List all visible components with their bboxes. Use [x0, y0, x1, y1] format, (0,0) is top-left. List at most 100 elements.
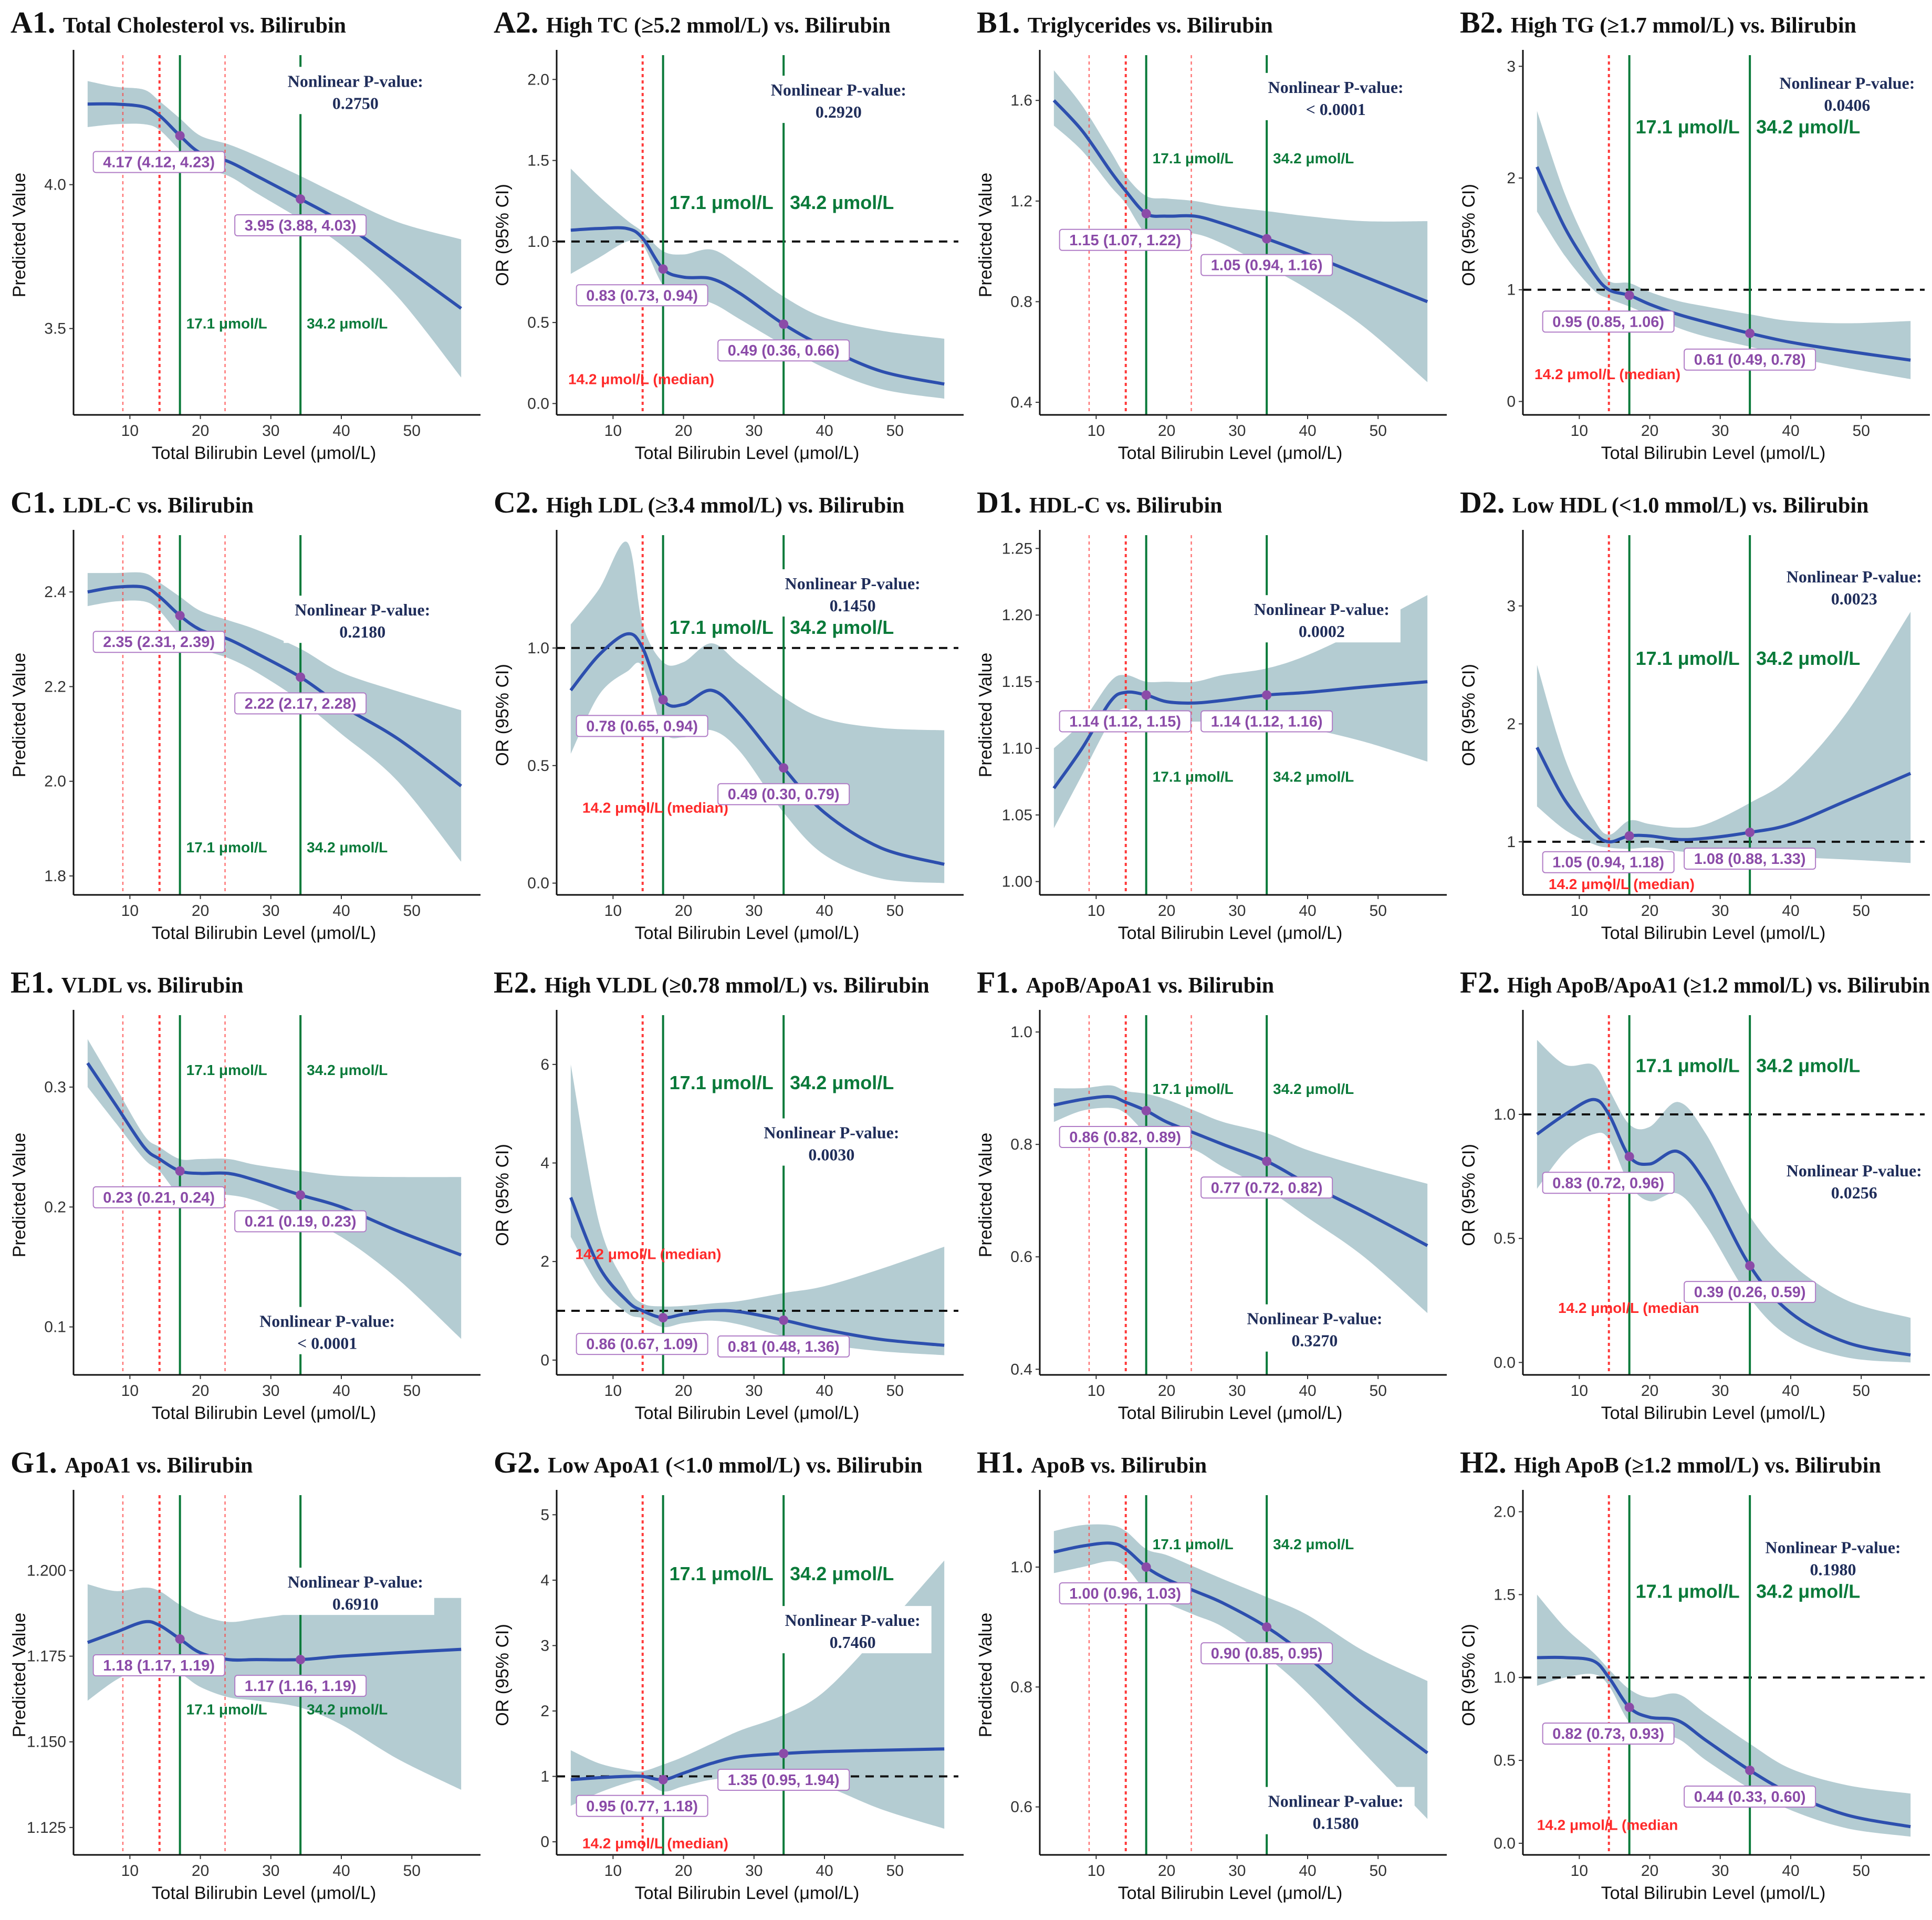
- estimate-label-box: [1059, 710, 1192, 733]
- panel-letter-dot: .: [1012, 5, 1028, 39]
- median-label: 14.2 μmol/L (median): [575, 1246, 721, 1262]
- estimate-label: 0.44 (0.33, 0.60): [1694, 1789, 1806, 1806]
- ci-ribbon: [570, 541, 945, 883]
- panel-title: B2. High TG (≥1.7 mmol/L) vs. Bilirubin: [1460, 5, 1856, 39]
- panel-title: A2. High TC (≥5.2 mmol/L) vs. Bilirubin: [494, 5, 891, 39]
- threshold-label: 17.1 μmol/L: [670, 617, 774, 638]
- x-tick-label: 50: [1853, 1382, 1870, 1400]
- y-tick-label: 0.5: [1494, 1230, 1516, 1247]
- pvalue-background: [284, 596, 442, 643]
- y-tick-label: 5: [540, 1506, 549, 1524]
- estimate-point: [1624, 1152, 1634, 1162]
- estimate-point: [658, 1313, 668, 1323]
- y-tick-label: 3.5: [44, 320, 66, 338]
- x-tick-label: 50: [403, 422, 421, 440]
- panel-F1: F1. ApoB/ApoA1 vs. Bilirubin 10 20 30 40 50 0.…: [976, 965, 1447, 1423]
- y-tick-label: 0.0: [527, 875, 549, 892]
- x-tick-label: 10: [1088, 902, 1105, 920]
- y-tick-label: 1.0: [527, 233, 549, 251]
- estimate-point: [175, 1634, 185, 1644]
- panel-letter-dot: .: [1492, 965, 1507, 999]
- x-tick-label: 30: [1711, 902, 1729, 920]
- panel-title: D1. HDL-C vs. Bilirubin: [977, 485, 1222, 519]
- estimate-point: [1745, 1261, 1755, 1271]
- fitted-curve: [87, 585, 462, 788]
- x-tick-label: 50: [886, 902, 904, 920]
- estimate-label-box: [1542, 310, 1675, 333]
- threshold-label: 17.1 μmol/L: [1153, 1536, 1234, 1552]
- x-tick-label: 40: [332, 1862, 350, 1880]
- x-tick-label: 20: [192, 902, 209, 920]
- panel-title-text: Low HDL (<1.0 mmol/L) vs. Bilirubin: [1512, 494, 1869, 518]
- y-axis-label: OR (95% CI): [493, 1144, 513, 1246]
- x-tick-label: 50: [1370, 422, 1387, 440]
- x-axis-label: Total Bilirubin Level (μmol/L): [1601, 1883, 1826, 1903]
- pvalue-background: [1775, 1156, 1932, 1204]
- estimate-label-box: [576, 1333, 708, 1355]
- panel-G2: G2. Low ApoA1 (<1.0 mmol/L) vs. Bilirubi…: [493, 1445, 964, 1903]
- x-tick-label: 50: [403, 1862, 421, 1880]
- x-tick-label: 40: [1299, 1862, 1316, 1880]
- y-tick-label: 2.2: [44, 678, 66, 695]
- x-axis-label: Total Bilirubin Level (μmol/L): [1118, 443, 1343, 463]
- y-axis-label: Predicted Value: [9, 1613, 29, 1738]
- y-tick-label: 1.0: [1494, 1669, 1516, 1686]
- panel-letter-dot: .: [49, 1445, 65, 1479]
- ci-ribbon: [87, 572, 462, 862]
- x-tick-label: 30: [262, 422, 279, 440]
- x-tick-label: 20: [1641, 1382, 1658, 1400]
- estimate-point: [175, 1166, 185, 1176]
- pvalue-label: Nonlinear P-value:: [785, 574, 921, 593]
- x-tick-label: 40: [816, 1862, 833, 1880]
- y-axis-label: Predicted Value: [976, 173, 996, 298]
- pvalue-background: [1242, 595, 1401, 643]
- estimate-point: [175, 611, 185, 621]
- threshold-label: 17.1 μmol/L: [1636, 1581, 1740, 1602]
- x-tick-label: 50: [886, 422, 904, 440]
- pvalue-label: Nonlinear P-value:: [1268, 1792, 1404, 1811]
- estimate-label: 2.35 (2.31, 2.39): [103, 634, 215, 651]
- x-tick-label: 10: [1088, 1862, 1105, 1880]
- threshold-label: 34.2 μmol/L: [1756, 1055, 1860, 1077]
- x-tick-label: 30: [745, 1862, 763, 1880]
- panel-letter: G2: [494, 1445, 532, 1479]
- x-tick-label: 40: [1299, 902, 1316, 920]
- x-tick-label: 20: [192, 422, 209, 440]
- panel-title-text: ApoB vs. Bilirubin: [1031, 1454, 1207, 1478]
- x-tick-label: 40: [1299, 1382, 1316, 1400]
- pvalue-label: Nonlinear P-value:: [1254, 600, 1390, 619]
- estimate-label: 0.81 (0.48, 1.36): [728, 1339, 840, 1355]
- y-tick-label: 0.3: [44, 1079, 66, 1096]
- estimate-label-box: [1684, 1786, 1816, 1808]
- y-axis-label: OR (95% CI): [1459, 664, 1479, 766]
- pvalue-value: 0.3270: [1291, 1331, 1338, 1350]
- threshold-label: 34.2 μmol/L: [790, 1563, 894, 1584]
- fitted-curve: [1052, 99, 1428, 304]
- x-tick-label: 30: [262, 1382, 279, 1400]
- estimate-point: [1262, 234, 1272, 244]
- x-tick-label: 20: [675, 422, 692, 440]
- panel-letter-dot: .: [1014, 485, 1029, 519]
- panel-A1: A1. Total Cholesterol vs. Bilirubin 10 20 3…: [9, 5, 481, 463]
- x-tick-label: 40: [1782, 1862, 1799, 1880]
- panel-title-text: Triglycerides vs. Bilirubin: [1028, 14, 1273, 38]
- pvalue-value: 0.0406: [1824, 96, 1870, 114]
- pvalue-background: [759, 76, 917, 123]
- ci-ribbon: [87, 81, 462, 378]
- estimate-label: 1.18 (1.17, 1.19): [103, 1657, 215, 1674]
- estimate-label-box: [576, 284, 708, 307]
- y-tick-label: 0.6: [1010, 1799, 1032, 1816]
- y-tick-label: 0.5: [527, 757, 549, 775]
- estimate-label-box: [1200, 1176, 1333, 1199]
- pvalue-background: [774, 1606, 932, 1654]
- y-axis-label: Predicted Value: [9, 653, 29, 778]
- ci-ribbon: [570, 168, 945, 399]
- pvalue-label: Nonlinear P-value:: [1787, 1161, 1922, 1180]
- estimate-label: 1.14 (1.12, 1.16): [1211, 713, 1323, 730]
- y-tick-label: 2.0: [1494, 1504, 1516, 1521]
- y-axis-label: OR (95% CI): [493, 664, 513, 766]
- panel-H2: H2. High ApoB (≥1.2 mmol/L) vs. Bilirubi…: [1459, 1445, 1930, 1903]
- estimate-label: 1.08 (0.88, 1.33): [1694, 851, 1806, 868]
- pvalue-label: Nonlinear P-value:: [1779, 74, 1915, 92]
- panel-letter: E2: [494, 965, 529, 999]
